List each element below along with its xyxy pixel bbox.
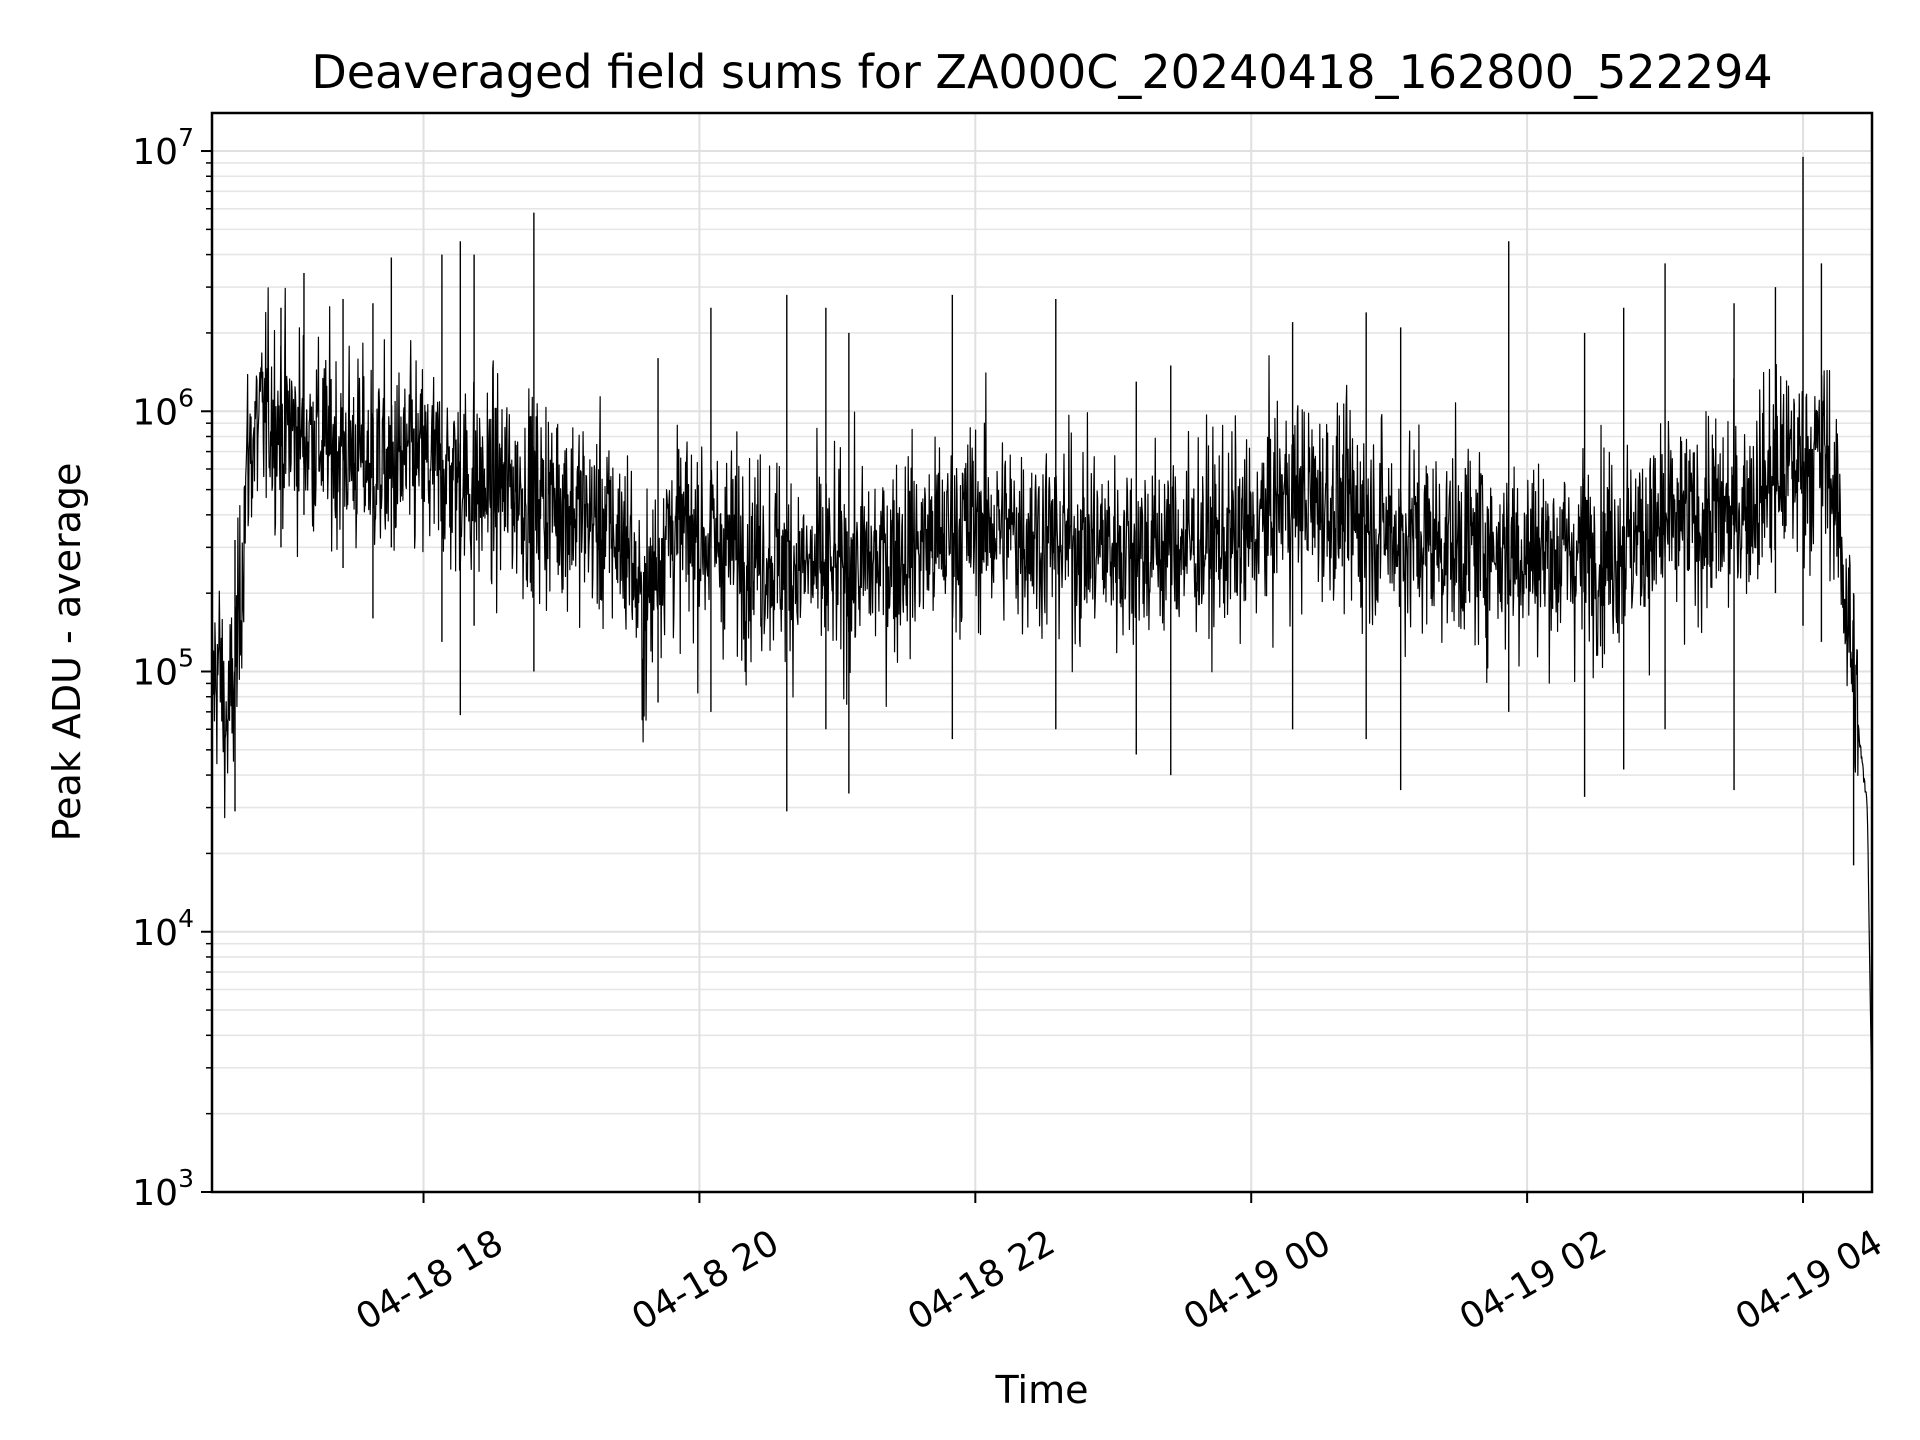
x-tick-label: 04-19 02 xyxy=(1453,1222,1614,1338)
y-tick-label: 104 xyxy=(132,904,194,954)
x-axis-label: Time xyxy=(995,1368,1089,1412)
chart-gridlines xyxy=(212,113,1872,1193)
x-tick-label: 04-18 22 xyxy=(901,1222,1062,1338)
y-tick-label: 103 xyxy=(132,1164,194,1214)
y-axis-label: Peak ADU - average xyxy=(45,463,89,842)
y-tick-label: 105 xyxy=(132,644,194,694)
plot-frame xyxy=(210,111,1874,1194)
x-tick-label: 04-19 00 xyxy=(1177,1222,1338,1338)
x-tick-label: 04-19 04 xyxy=(1729,1222,1890,1338)
x-tick-label: 04-18 20 xyxy=(625,1222,786,1338)
x-tick-label: 04-18 18 xyxy=(349,1222,510,1338)
x-axis: 04-18 18 04-18 20 04-18 22 04-19 00 04-19 02… xyxy=(349,1192,1890,1339)
plot-area xyxy=(211,156,1873,1117)
series-line xyxy=(211,287,1873,1117)
y-tick-label: 106 xyxy=(132,383,194,433)
chart-title: Deaveraged field sums for ZA000C_2024041… xyxy=(311,45,1772,99)
y-tick-label: 107 xyxy=(132,123,194,173)
y-axis: 103 104 105 106 107 xyxy=(132,123,212,1214)
